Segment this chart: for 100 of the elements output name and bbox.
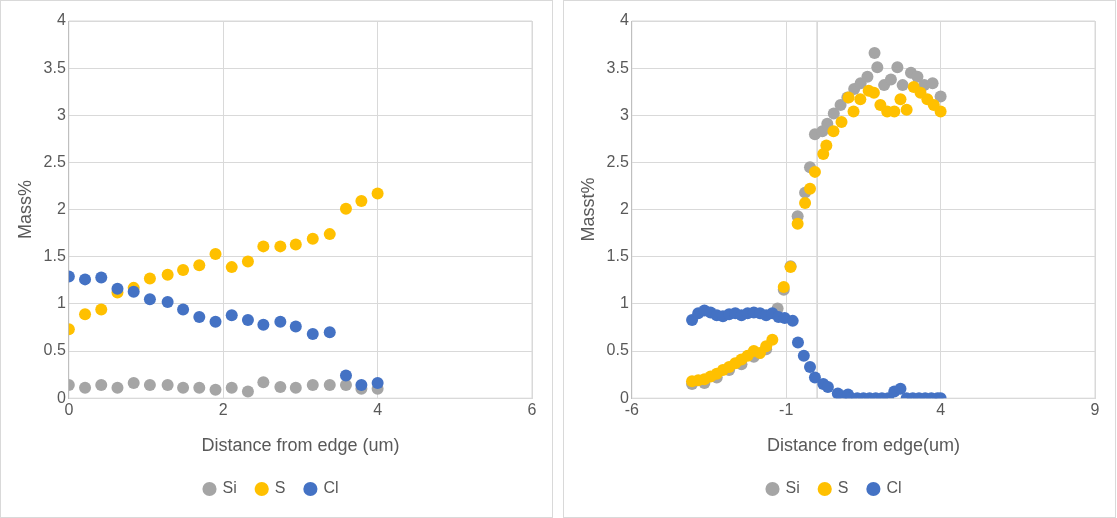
y-tick-label: 3 <box>56 105 66 123</box>
point <box>143 293 156 306</box>
point <box>835 115 848 128</box>
point <box>934 90 947 103</box>
x-tick-label: 6 <box>527 401 537 419</box>
point <box>177 303 190 316</box>
point <box>791 217 804 230</box>
point <box>323 326 336 339</box>
y-tick-label: 2.5 <box>606 152 629 170</box>
point <box>868 47 881 60</box>
x-tick-label: 4 <box>373 401 383 419</box>
y-tick-label: 2 <box>56 200 66 218</box>
point <box>193 381 206 394</box>
point <box>143 272 156 285</box>
y-tick-label: 0.5 <box>606 341 629 359</box>
point <box>289 320 302 333</box>
point <box>257 240 270 253</box>
legend-label: S <box>837 479 849 497</box>
legend-label: S <box>274 479 286 497</box>
point <box>225 309 238 322</box>
x-axis-title: Distance from edge(um) <box>766 435 960 456</box>
point <box>847 105 860 118</box>
y-tick-label: 3.5 <box>43 58 66 76</box>
x-axis-title: Distance from edge (um) <box>201 435 400 456</box>
y-tick-label: 1.5 <box>43 247 66 265</box>
x-tick-label: 4 <box>936 401 946 419</box>
point <box>339 379 352 391</box>
x-tick-label: 9 <box>1090 401 1100 419</box>
point <box>306 379 319 391</box>
point <box>854 93 867 106</box>
point <box>894 93 907 106</box>
point <box>95 379 108 391</box>
point <box>306 232 319 245</box>
y-axis-title: Masst% <box>577 177 598 242</box>
point <box>274 315 287 328</box>
y-tick-label: 3.5 <box>606 58 629 76</box>
point <box>127 285 140 298</box>
point <box>900 103 913 116</box>
point <box>274 380 287 393</box>
point <box>791 336 804 349</box>
point <box>934 105 947 118</box>
point <box>289 238 302 251</box>
point <box>79 308 92 321</box>
point <box>241 255 254 268</box>
point <box>339 369 352 382</box>
point <box>808 165 821 178</box>
point <box>111 282 124 295</box>
legend-label: Si <box>785 479 800 497</box>
y-tick-label: 2.5 <box>43 152 66 170</box>
point <box>209 247 222 260</box>
point <box>161 379 174 391</box>
point <box>891 61 904 74</box>
point <box>143 379 156 391</box>
point <box>827 107 840 120</box>
point <box>371 377 384 390</box>
point <box>799 197 812 209</box>
point <box>111 381 124 394</box>
y-tick-label: 4 <box>56 11 66 29</box>
point <box>355 379 368 391</box>
point <box>289 381 302 394</box>
point <box>820 139 833 152</box>
point <box>786 314 799 327</box>
point <box>821 380 834 393</box>
point <box>95 303 108 316</box>
point <box>827 125 840 138</box>
y-tick-label: 0.5 <box>43 341 66 359</box>
point <box>808 371 821 384</box>
y-tick-label: 1 <box>619 294 629 312</box>
point <box>871 61 884 74</box>
point <box>306 328 319 341</box>
point <box>209 315 222 328</box>
point <box>161 296 174 309</box>
x-tick-label: 2 <box>218 401 228 419</box>
point <box>161 268 174 281</box>
point <box>241 385 254 398</box>
y-tick-label: 1 <box>56 294 66 312</box>
point <box>797 349 810 362</box>
point <box>371 187 384 200</box>
y-tick-label: 4 <box>619 11 629 29</box>
point <box>257 376 270 389</box>
point <box>177 381 190 394</box>
point <box>911 70 924 83</box>
legend-label: Si <box>222 479 237 497</box>
point <box>861 70 874 83</box>
point <box>79 381 92 394</box>
y-axis-title: Mass% <box>14 180 35 240</box>
y-tick-label: 2 <box>619 200 629 218</box>
point <box>95 271 108 284</box>
point <box>225 261 238 274</box>
point <box>193 311 206 324</box>
point <box>257 318 270 331</box>
point <box>127 377 140 390</box>
y-tick-label: 0 <box>56 388 66 406</box>
point <box>766 333 779 346</box>
point <box>804 182 816 195</box>
point <box>804 361 816 374</box>
point <box>884 73 897 86</box>
point <box>339 202 352 215</box>
point <box>193 259 206 272</box>
point <box>323 379 336 391</box>
